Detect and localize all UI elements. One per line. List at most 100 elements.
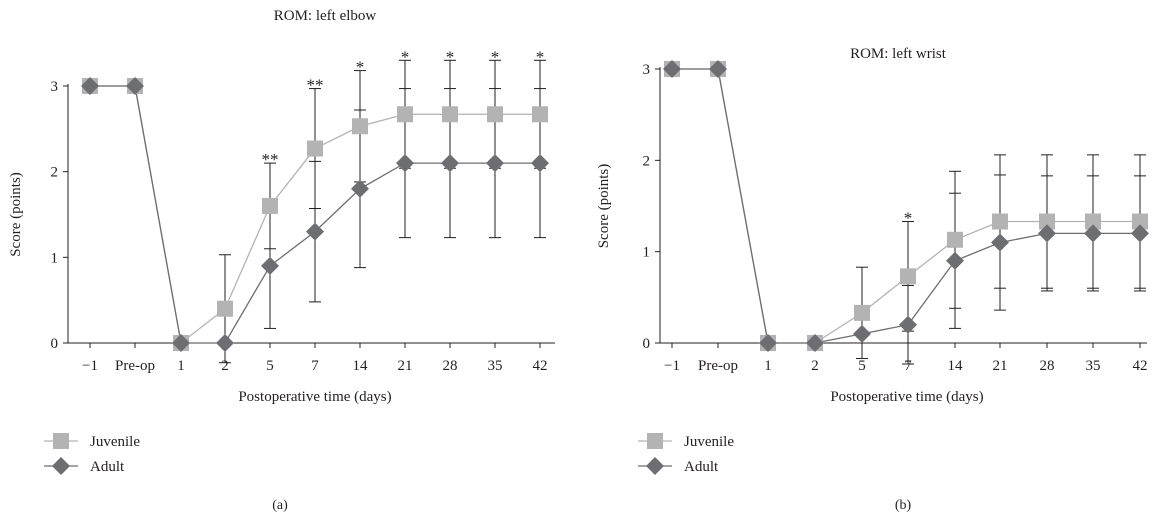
legend-item-juvenile: Juvenile [638,433,734,450]
significance-marker: * [356,58,365,77]
data-point-adult [806,334,824,352]
y-tick-label: 1 [51,250,59,266]
y-axis-label: Score (points) [8,172,24,257]
data-point-adult [531,154,549,173]
data-point-adult [991,233,1009,252]
x-tick-label: 1 [177,358,185,374]
x-tick-label: −1 [82,358,98,374]
data-point-adult [1131,224,1149,243]
data-point-adult [81,77,99,95]
data-point-adult [759,334,777,352]
x-axis-label: Postoperative time (days) [830,389,983,405]
panel-label: (b) [895,498,912,513]
legend-marker-adult [646,457,664,475]
data-point-adult [663,60,681,78]
legend-item-juvenile: Juvenile [44,433,140,450]
x-tick-label: Pre-op [698,358,738,374]
data-point-adult [1038,224,1056,243]
significance-marker: ** [307,76,324,95]
legend-item-adult: Adult [44,457,125,475]
x-tick-label: 42 [1133,358,1148,374]
chart-title: ROM: left wrist [850,46,947,62]
y-tick-label: 3 [643,62,651,78]
y-tick-label: 2 [643,153,651,169]
legend-marker-juvenile [647,433,663,449]
x-tick-label: 35 [488,358,503,374]
y-tick-label: 2 [51,165,59,181]
data-point-adult [486,154,504,173]
data-point-juvenile [397,106,413,123]
data-point-juvenile [487,106,503,123]
chart-panel-b: ROM: left wrist 0 1 2 3 −1 Pre-op 1 2 5 7 14 21 28 35 4… [596,46,1149,513]
x-tick-label: 7 [904,358,912,374]
x-tick-label: 14 [353,358,369,374]
y-tick-label: 1 [643,245,651,261]
x-tick-label: 5 [858,358,866,374]
legend-marker-adult [52,457,70,475]
x-axis-label: Postoperative time (days) [238,389,391,405]
x-tick-label: 1 [764,358,772,374]
data-point-adult [216,334,234,352]
series-line-juvenile [672,68,1140,344]
x-tick-label: 28 [443,358,458,374]
chart-panel-a: ROM: left elbow 0 1 2 3 −1 Pre-op 1 2 5 7 14 21 28 35 4… [8,8,555,513]
legend-marker-juvenile [53,433,69,449]
data-point-adult [709,60,727,78]
data-point-adult [261,256,279,275]
significance-marker: * [446,47,455,66]
significance-marker: * [904,209,913,228]
significance-marker: * [491,47,500,66]
x-tick-label: −1 [664,358,680,374]
series-line-adult [672,68,1140,344]
chart-title: ROM: left elbow [274,8,377,24]
data-point-adult [306,222,324,241]
data-point-adult [396,154,414,173]
data-point-juvenile [532,106,548,123]
data-point-adult [172,334,190,352]
x-tick-label: 2 [221,358,229,374]
data-point-juvenile [307,140,323,157]
data-point-adult [946,251,964,270]
data-point-juvenile [854,304,870,321]
legend-label: Adult [684,459,719,475]
data-point-adult [853,324,871,343]
legend-item-adult: Adult [638,457,719,475]
data-point-juvenile [217,300,233,317]
data-point-juvenile [442,106,458,123]
data-point-adult [126,77,144,95]
x-tick-label: 21 [398,358,413,374]
data-point-juvenile [262,197,278,214]
x-tick-label: 28 [1040,358,1055,374]
x-tick-label: 21 [993,358,1008,374]
legend-label: Juvenile [684,434,734,450]
x-tick-label: 35 [1086,358,1101,374]
significance-marker: * [536,47,545,66]
x-tick-label: 2 [811,358,819,374]
x-tick-label: 5 [266,358,274,374]
legend-label: Adult [90,459,125,475]
y-axis-label: Score (points) [596,164,612,249]
data-point-adult [441,154,459,173]
data-point-juvenile [992,213,1008,230]
data-point-juvenile [900,268,916,285]
x-tick-label: 42 [533,358,548,374]
x-tick-label: 14 [948,358,964,374]
significance-marker: ** [262,150,279,169]
legend-label: Juvenile [90,434,140,450]
data-point-juvenile [352,118,368,135]
significance-marker: * [401,47,410,66]
x-tick-label: 7 [311,358,319,374]
data-point-juvenile [1039,213,1055,230]
data-point-adult [351,179,369,198]
y-tick-label: 0 [51,336,59,352]
y-tick-label: 0 [643,336,651,352]
data-point-juvenile [1085,213,1101,230]
data-point-adult [899,315,917,334]
y-tick-label: 3 [51,79,59,95]
data-point-adult [1084,224,1102,243]
data-point-juvenile [947,231,963,248]
panel-label: (a) [272,498,288,513]
data-point-juvenile [1132,213,1148,230]
x-tick-label: Pre-op [115,358,155,374]
